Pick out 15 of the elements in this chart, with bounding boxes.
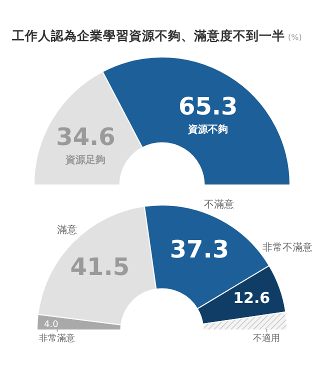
chart-title: 工作人認為企業學習資源不夠、滿意度不到一半: [11, 28, 285, 43]
slice-label: 資源足夠: [64, 154, 106, 166]
data-label: 41.5: [70, 252, 130, 281]
data-label: 65.3: [178, 92, 238, 121]
chart-subtitle: (%): [288, 33, 302, 42]
slice-label: 資源不夠: [187, 124, 228, 136]
slice-label: 不適用: [253, 333, 280, 344]
data-label: 37.3: [170, 235, 230, 264]
slice-label: 非常不滿意: [262, 241, 312, 254]
data-label: 34.6: [56, 122, 116, 151]
slice-label: 不滿意: [204, 198, 234, 210]
data-label: 12.6: [233, 289, 270, 308]
slice-label: 非常滿意: [39, 333, 76, 344]
slice-label: 滿意: [57, 224, 78, 236]
data-label: 4.0: [44, 320, 59, 330]
